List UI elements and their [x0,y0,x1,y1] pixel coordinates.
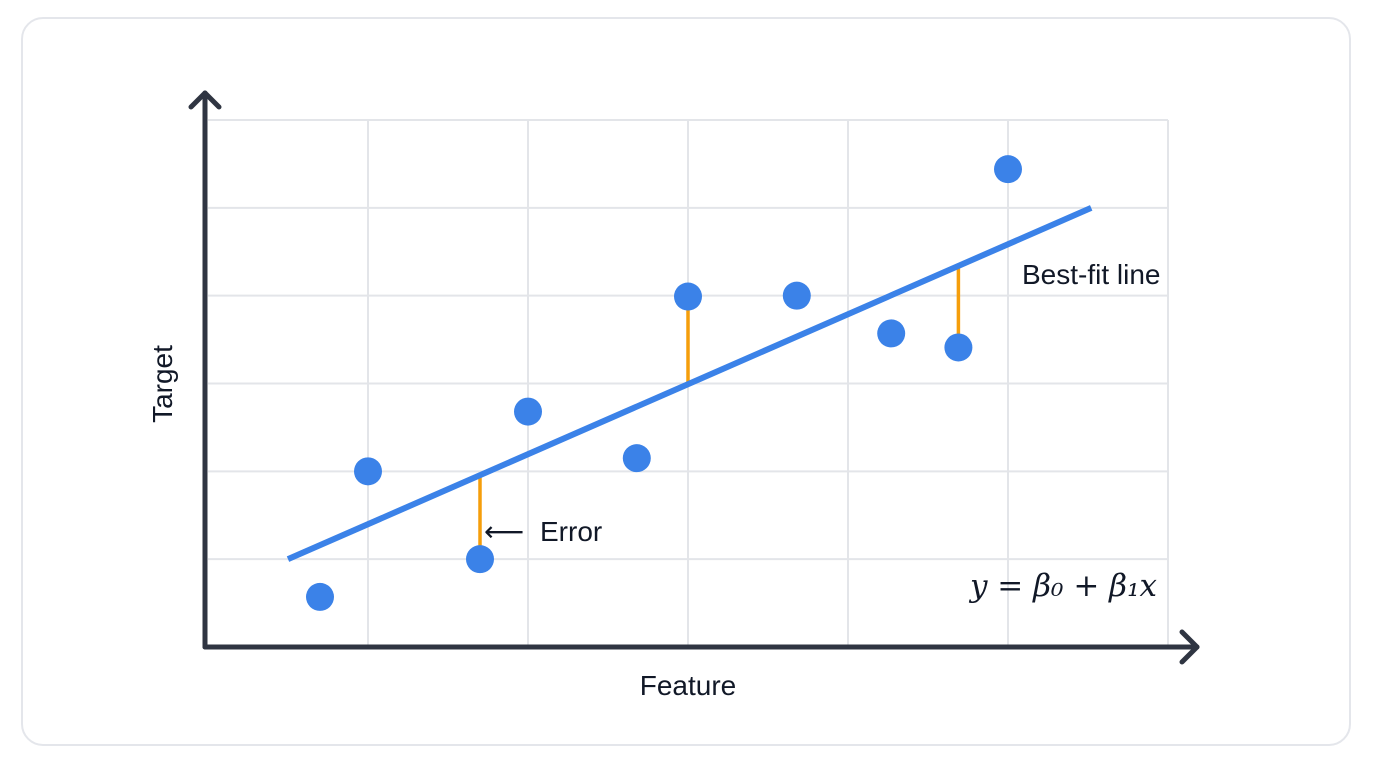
data-point [306,582,334,611]
data-point [782,281,811,310]
error-arrow: ⟵ [484,516,524,547]
x-axis-arrowhead [1179,629,1200,665]
data-point [466,545,494,574]
y-axis-arrowhead [188,90,222,110]
data-point [354,457,382,486]
data-point [674,282,702,311]
data-point [622,444,651,473]
data-points [306,155,1022,611]
fit-line-label: Best-fit line [1022,259,1161,290]
data-point [994,155,1022,184]
axes [188,90,1200,665]
x-axis-label: Feature [640,670,737,701]
best-fit-line [286,205,1093,562]
regression-equation: y = β₀ + β₁x [968,568,1158,604]
data-point [514,397,542,426]
y-axis-label: Target [147,345,178,423]
chart-card [21,17,1351,746]
data-point [944,333,973,362]
fit-line-group [286,205,1093,562]
data-point [877,319,906,348]
error-label: Error [540,516,602,547]
